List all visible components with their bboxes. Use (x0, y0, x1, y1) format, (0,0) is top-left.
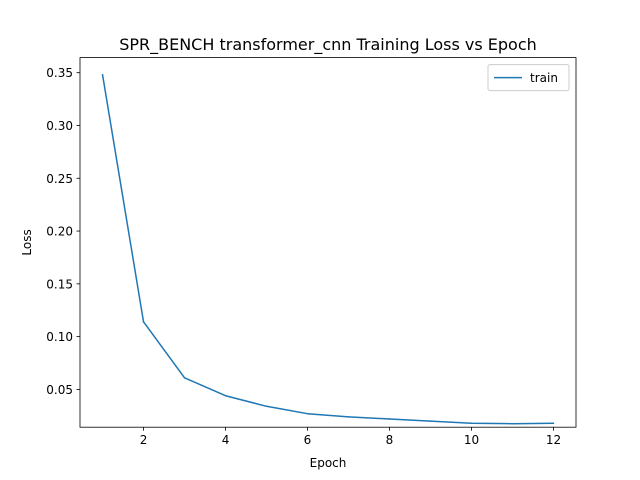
y-tick-label: 0.20 (46, 225, 73, 239)
data-point (101, 74, 104, 76)
series-line-train (101, 74, 554, 425)
data-point (183, 376, 186, 379)
y-tick-label: 0.25 (46, 172, 73, 186)
data-point (306, 412, 309, 415)
y-tick-label: 0.35 (46, 66, 73, 80)
y-tick-label: 0.05 (46, 383, 73, 397)
legend-box (487, 64, 570, 92)
data-point (429, 420, 432, 422)
axis-ticks: 2 4 6 8 10 12 0.05 0.10 0.15 0.20 0.25 0.30 0.35 (46, 66, 561, 447)
data-point (265, 405, 268, 408)
data-point (224, 394, 227, 397)
legend: train (487, 64, 570, 92)
y-tick-label: 0.15 (46, 277, 73, 291)
data-point (142, 321, 145, 323)
data-point (511, 422, 514, 425)
legend-label-train: train (530, 71, 558, 85)
series-layer (101, 74, 555, 425)
x-axis-label: Epoch (310, 456, 347, 470)
x-tick-label: 6 (304, 433, 312, 447)
x-tick-label: 8 (386, 433, 394, 447)
x-tick-label: 10 (464, 433, 479, 447)
data-point (388, 418, 391, 420)
y-axis-label: Loss (20, 229, 34, 255)
x-tick-label: 12 (546, 433, 561, 447)
data-point (347, 416, 350, 418)
data-point (552, 422, 555, 424)
x-tick-label: 4 (222, 433, 230, 447)
data-point (470, 422, 473, 424)
plot-frame (79, 57, 577, 428)
chart-title: SPR_BENCH transformer_cnn Training Loss … (119, 35, 537, 55)
x-tick-label: 2 (140, 433, 148, 447)
y-tick-label: 0.10 (46, 330, 73, 344)
y-tick-label: 0.30 (46, 119, 73, 133)
plot-area (80, 57, 576, 428)
